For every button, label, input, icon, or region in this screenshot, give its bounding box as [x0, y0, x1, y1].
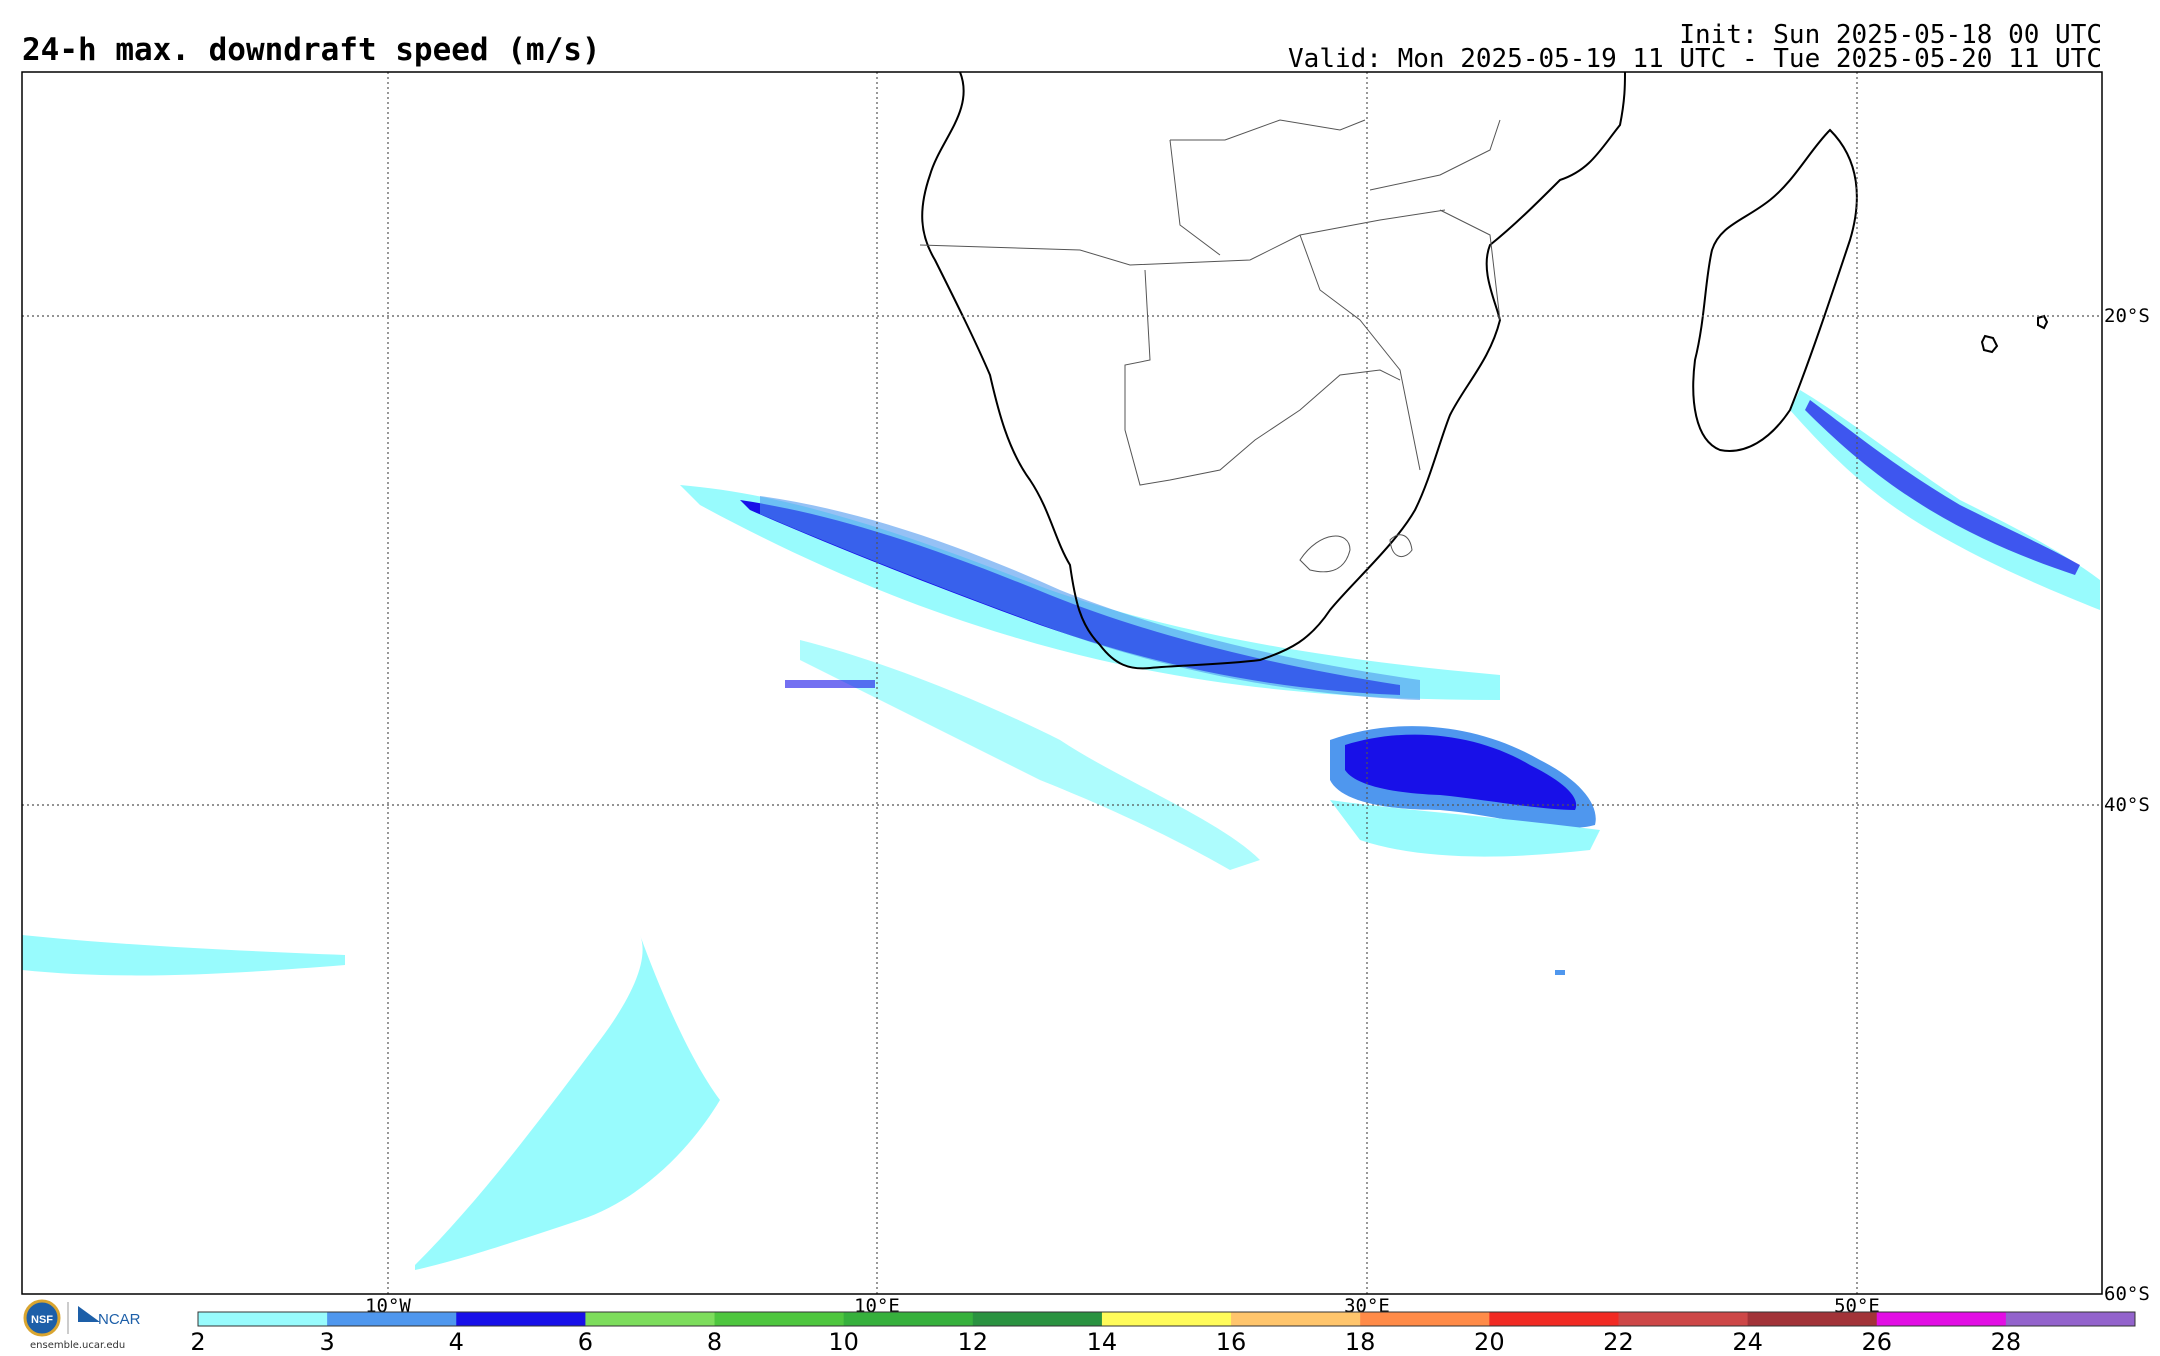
colorbar-segment — [1618, 1312, 1749, 1326]
graticule — [22, 72, 2102, 1294]
colorbar-label: 2 — [190, 1328, 206, 1356]
colorbar-label: 12 — [957, 1328, 989, 1356]
map-frame — [21, 71, 2103, 1295]
colorbar — [197, 1311, 2136, 1327]
coastlines — [921, 72, 2049, 670]
valid-time: Valid: Mon 2025-05-19 11 UTC - Tue 2025-… — [1288, 44, 2102, 74]
colorbar-label: 20 — [1474, 1328, 1505, 1356]
colorbar-segment — [2005, 1312, 2136, 1326]
colorbar-segment — [456, 1312, 586, 1326]
colorbar-segment — [585, 1312, 716, 1326]
map-title: 24-h max. downdraft speed (m/s) — [22, 32, 601, 68]
colorbar-segment — [1489, 1312, 1619, 1326]
ncar-mark-icon — [78, 1306, 100, 1322]
field-sw-plume — [415, 935, 720, 1270]
colorbar-label: 8 — [706, 1328, 723, 1356]
country-borders — [919, 119, 1501, 573]
field-speck — [785, 680, 875, 688]
nsf-ncar-logo: NSF NCAR — [22, 1298, 162, 1342]
colorbar-segment — [843, 1312, 974, 1326]
colorbar-label: 26 — [1861, 1328, 1892, 1356]
madagascar-coastline — [1692, 128, 1858, 452]
lat-label-40s: 40°S — [2104, 794, 2150, 816]
colorbar-segment — [1231, 1312, 1361, 1326]
field-southeast-core — [1345, 734, 1577, 810]
colorbar-label: 4 — [448, 1328, 464, 1356]
colorbar-segment — [714, 1312, 845, 1326]
colorbar-label: 28 — [1990, 1328, 2022, 1356]
colorbar-segment — [972, 1312, 1103, 1326]
colorbar-segment — [1876, 1312, 2007, 1326]
colorbar-label: 24 — [1732, 1328, 1763, 1356]
colorbar-label: 6 — [577, 1328, 594, 1356]
field-madagascar-core — [1805, 400, 2080, 575]
field-speck — [1555, 970, 1565, 975]
lat-label-20s: 20°S — [2104, 305, 2150, 327]
field-streaks-south — [800, 640, 1260, 870]
africa-coastline — [921, 72, 1626, 670]
colorbar-label: 10 — [828, 1328, 859, 1356]
colorbar-label: 22 — [1603, 1328, 1634, 1356]
field-southeast-tail — [1330, 800, 1600, 857]
init-time: Init: Sun 2025-05-18 00 UTC — [1679, 20, 2102, 50]
nsf-text: NSF — [31, 1314, 53, 1326]
colorbar-segment — [1101, 1312, 1232, 1326]
logo-url: ensemble.ucar.edu — [30, 1340, 126, 1351]
colorbar-segment — [1747, 1312, 1878, 1326]
colorbar-label: 18 — [1344, 1328, 1376, 1356]
ncar-text: NCAR — [98, 1311, 141, 1328]
colorbar-label: 14 — [1086, 1328, 1118, 1356]
colorbar-segment — [1360, 1312, 1490, 1326]
colorbar-segment — [327, 1312, 457, 1326]
island-mauritius — [2037, 314, 2049, 330]
colorbar-segment — [198, 1312, 328, 1326]
colorbar-label: 16 — [1215, 1328, 1247, 1356]
colorbar-label: 3 — [319, 1328, 335, 1356]
field-west-ribbon — [22, 935, 345, 976]
island-reunion — [1980, 334, 1999, 354]
nsf-seal-icon — [23, 1299, 61, 1337]
lat-label-60s: 60°S — [2104, 1283, 2150, 1305]
downdraft-field — [22, 390, 2100, 1270]
field-medium-band — [760, 496, 1420, 700]
